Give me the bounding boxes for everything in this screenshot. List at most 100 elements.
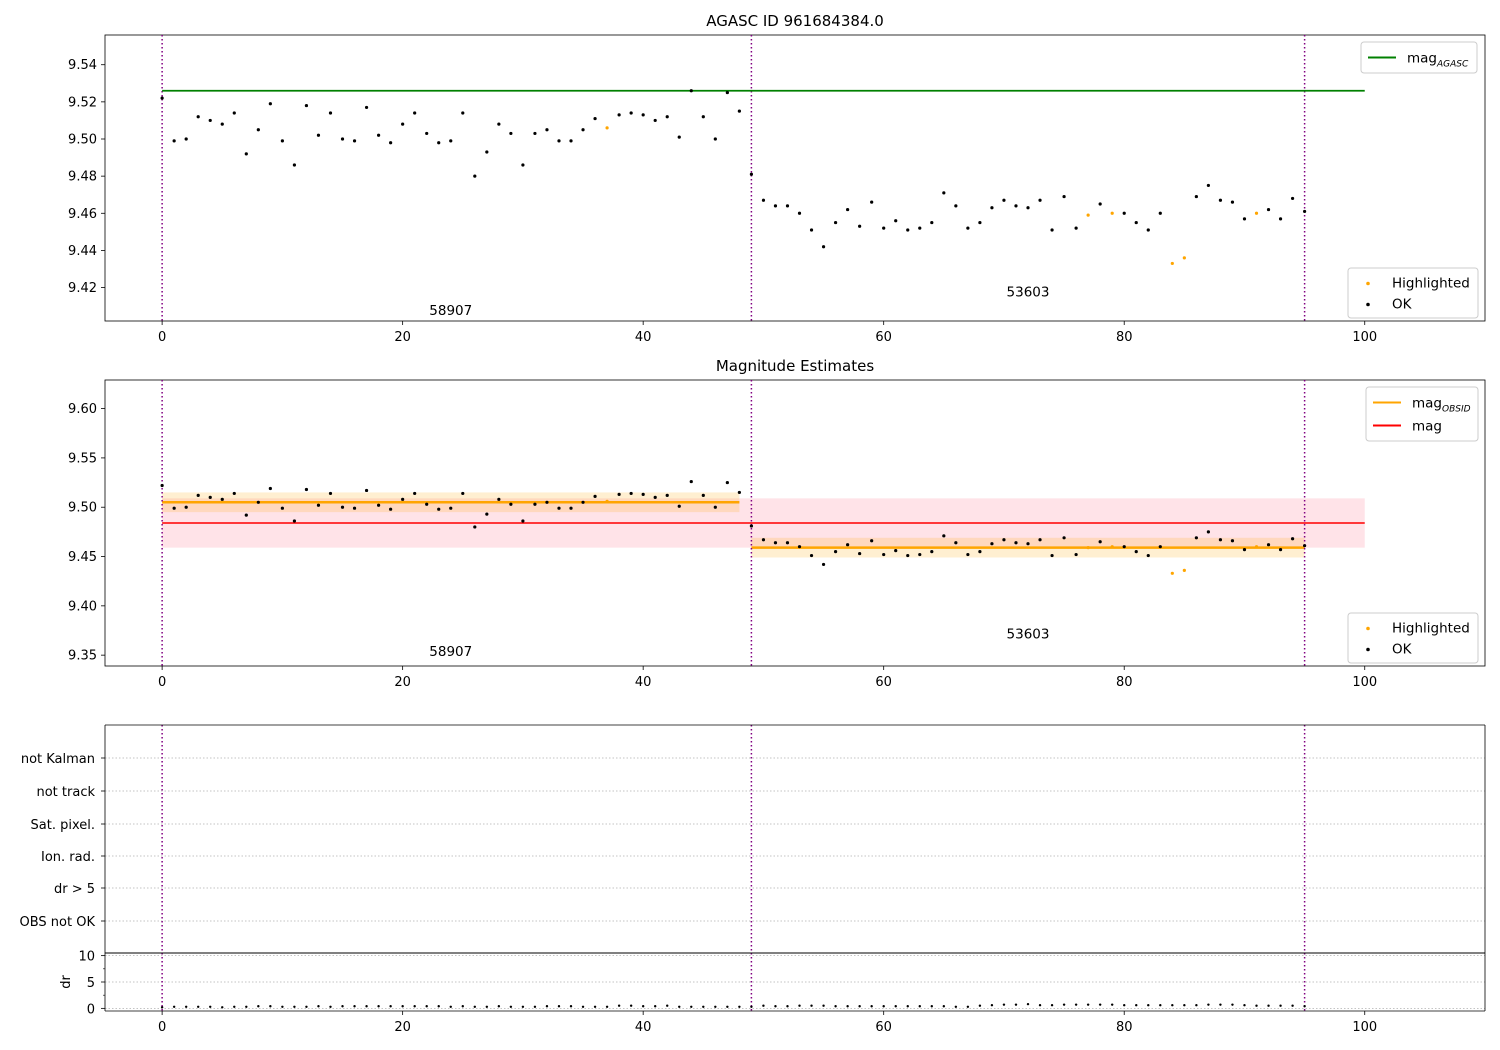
dr-point [990,1004,994,1007]
y-tick-label: 9.46 [68,207,97,222]
dr-point [557,1005,561,1008]
ok-point [557,506,561,510]
ok-point [1098,202,1102,206]
ok-point [689,479,693,484]
middle-panel-frame [104,379,1486,667]
x-tick-label: 80 [1116,330,1133,345]
ok-point [1098,540,1102,544]
ok-point [966,226,970,230]
legend-label: Highlighted [1392,276,1470,292]
ok-point [208,495,212,499]
dr-point [1207,1003,1210,1006]
dr-point [774,1005,777,1008]
dr-point [521,1005,525,1008]
ok-point [1074,552,1078,557]
highlighted-point [1110,545,1114,549]
legend-point-swatch [1366,647,1370,652]
dr-point [822,1004,825,1007]
x-tick-label: 0 [158,330,166,345]
ok-point [413,111,417,115]
ok-point [220,122,224,126]
dr-point [1086,1003,1090,1006]
ok-point [846,207,850,212]
dr-point [401,1005,404,1008]
ok-point [870,539,874,543]
highlighted-point [605,499,609,503]
x-tick-label: 100 [1352,1020,1377,1035]
ok-point [809,553,814,558]
dr-point [365,1005,368,1008]
dr-point [1110,1003,1114,1006]
flag-label: Sat. pixel. [31,818,95,833]
dr-point [497,1005,501,1008]
ok-point [894,549,898,553]
dr-point [245,1005,248,1008]
ok-point [292,163,297,167]
ok-point [352,139,357,143]
ok-point [316,503,321,507]
legend-label-subscript: AGASC [1436,60,1469,70]
dr-point [1074,1003,1078,1006]
ok-point [220,497,224,501]
x-tick-label: 80 [1116,675,1133,690]
y-tick-label: 9.50 [68,133,97,148]
ok-point [797,545,802,549]
ok-point [160,96,164,100]
ok-point [352,506,357,510]
dr-point [377,1005,380,1008]
ok-point [761,538,766,542]
dr-point [954,1005,958,1008]
ok-point [990,206,994,210]
legend-label-main: mag [1412,419,1442,435]
ok-point [1038,198,1042,202]
ok-point [785,541,790,545]
legend-label-subscript: OBSID [1442,405,1471,415]
y-tick-label: 10 [78,950,95,965]
legend-label: OK [1392,297,1413,313]
ok-point [401,122,405,126]
ok-point [882,552,886,557]
dr-point [281,1005,284,1008]
highlighted-point [1110,211,1114,215]
highlighted-point [1182,568,1186,572]
y-tick-label: 9.55 [68,451,97,466]
ok-point [749,172,754,176]
ok-point [1050,228,1054,232]
ok-point [1290,196,1295,201]
ok-point [653,495,657,499]
dr-point [269,1005,272,1008]
obsid-label: 53603 [1007,284,1050,300]
highlighted-point [1086,546,1090,550]
ok-point [918,226,922,230]
ok-point [208,118,212,123]
ok-point [1278,548,1283,552]
ok-point [485,150,489,154]
dr-point [966,1005,970,1008]
ok-point [1074,226,1078,230]
ok-point [593,116,597,121]
dr-point [1267,1004,1270,1007]
x-tick-label: 40 [635,675,652,690]
ok-point [773,204,778,208]
ok-point [725,480,729,485]
dr-point [942,1005,946,1008]
y-tick-label: 9.45 [68,550,97,565]
ok-point [364,488,369,493]
dr-point [918,1005,921,1008]
ok-point [641,113,645,117]
legend-label: magAGASC [1407,51,1469,70]
dr-point [750,1005,753,1008]
flag-label: dr > 5 [54,882,95,897]
dr-point [184,1005,188,1008]
ok-point [906,553,910,558]
ok-point [1158,211,1162,215]
ok-point [894,219,898,223]
y-tick-label: 9.35 [68,649,97,664]
dr-point [702,1005,705,1008]
dr-point [1279,1004,1282,1007]
dr-point [317,1005,320,1008]
ok-point [1122,545,1126,549]
dr-point [197,1005,200,1008]
dr-point [810,1004,813,1007]
y-tick-label: 0 [87,1002,95,1017]
